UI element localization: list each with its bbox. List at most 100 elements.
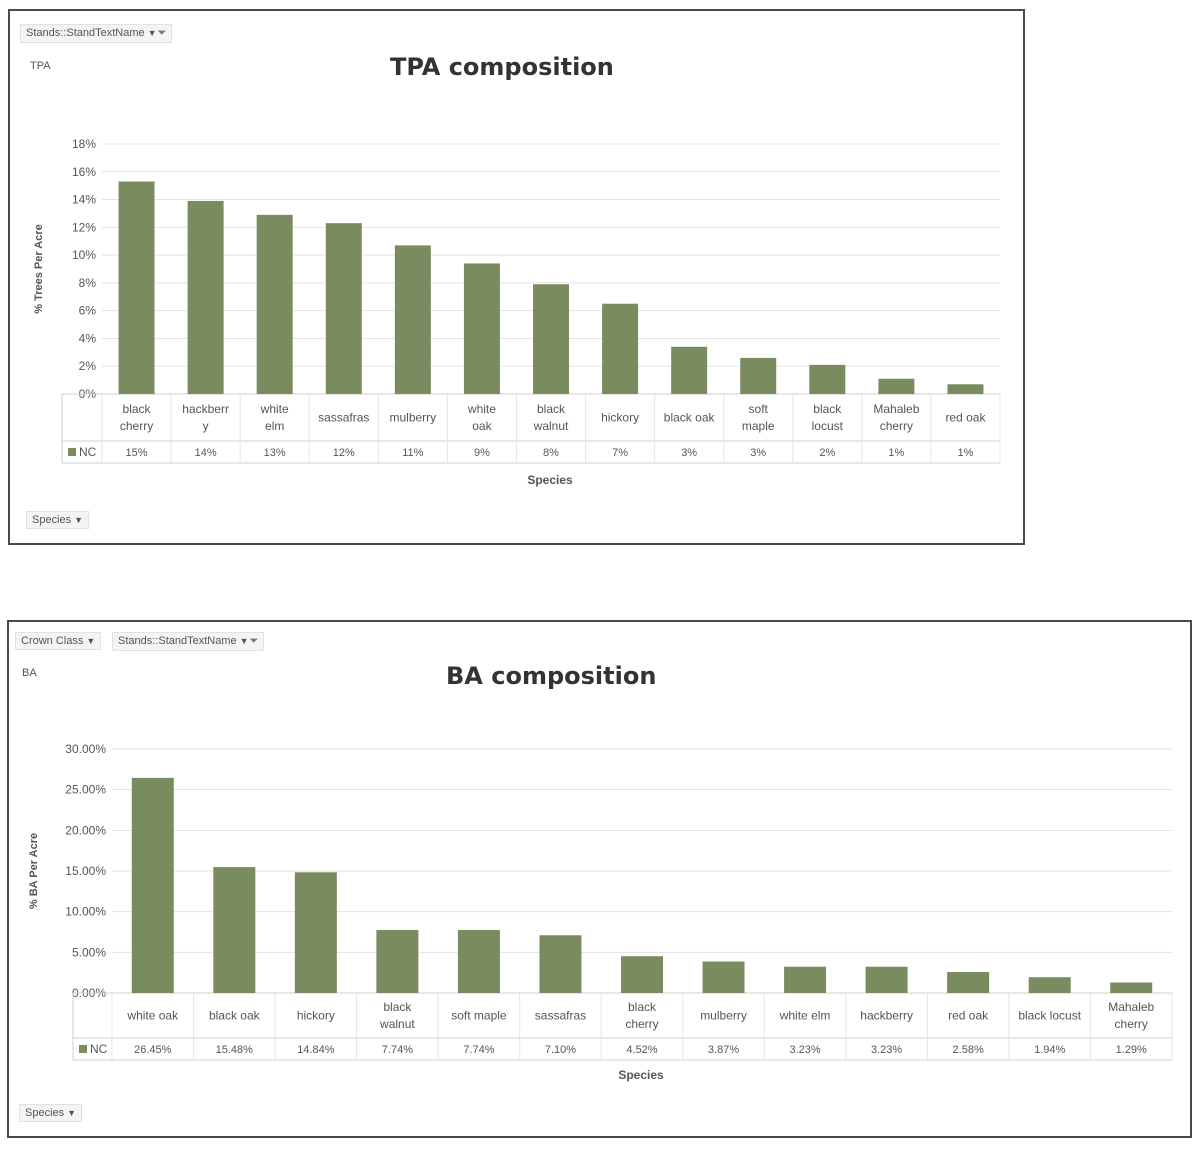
category-label: Mahaleb [1108,1000,1154,1014]
data-label: 2.58% [953,1044,984,1056]
category-label: hickory [297,1009,335,1023]
category-label: soft [749,402,769,416]
data-label: 1.29% [1116,1044,1147,1056]
data-label: 3% [681,447,697,459]
category-label: mulberry [390,411,437,425]
bar [671,346,708,394]
y-tick-label: 25.00% [65,783,106,797]
chart-title: BA composition [446,662,657,690]
category-label: black [813,402,842,416]
y-axis-title: % Trees Per Acre [33,224,45,313]
y-tick-label: 18% [72,137,96,151]
bar [256,214,293,394]
category-label: hackberr [182,402,229,416]
data-label: 13% [264,447,286,459]
category-label: cherry [120,419,153,433]
bar [740,357,777,394]
x-axis-title: Species [618,1068,664,1082]
bar [621,956,663,993]
dropdown-arrow-icon[interactable]: ▼ [147,28,157,38]
bar [213,867,256,993]
data-label: 12% [333,447,355,459]
bar [947,972,990,993]
crown-class-field-button[interactable]: Crown Class ▼ [15,632,102,650]
dropdown-arrow-icon[interactable]: ▼ [74,515,84,525]
y-tick-label: 12% [72,220,96,234]
category-label: black [628,1000,657,1014]
legend-label: NC [79,445,97,459]
y-tick-label: 14% [72,193,96,207]
category-label: hackberry [860,1009,913,1023]
category-label: sassafras [318,411,369,425]
data-label: 9% [474,447,490,459]
filter-icon[interactable]: ⏷ [249,635,259,647]
bar [1110,982,1153,993]
bar [118,181,155,394]
y-tick-label: 15.00% [65,864,106,878]
category-label: black oak [209,1009,261,1023]
category-label: walnut [533,419,569,433]
y-tick-label: 6% [79,304,97,318]
bar [809,364,846,394]
data-label: 3% [750,447,766,459]
category-label: oak [472,419,492,433]
category-label: white elm [779,1009,831,1023]
y-tick-label: 4% [79,331,97,345]
data-label: 4.52% [626,1044,657,1056]
bar [947,384,984,394]
species-axis-field-label: Species [25,1107,65,1119]
category-label: y [203,419,209,433]
data-label: 1% [958,447,974,459]
category-label: black [383,1000,412,1014]
data-label: 7.74% [382,1044,413,1056]
y-tick-label: 10.00% [65,905,106,919]
legend-swatch [68,448,76,456]
category-label: soft maple [451,1009,507,1023]
ba-chart-panel: Crown Class ▼ Stands::StandTextName ▼⏷ BA … [7,620,1192,1138]
data-label: 3.23% [789,1044,820,1056]
data-label: 14% [195,447,217,459]
dropdown-arrow-icon[interactable]: ▼ [67,1108,77,1118]
bar [325,223,362,394]
bar [878,378,915,394]
category-label: black [123,402,152,416]
species-axis-field-button[interactable]: Species ▼ [26,511,90,529]
data-label: 7.74% [463,1044,494,1056]
bar [294,872,337,993]
dropdown-arrow-icon[interactable]: ▼ [239,636,249,646]
data-label: 26.45% [134,1044,172,1056]
data-label: 1% [888,447,904,459]
category-label: locust [812,419,844,433]
category-label: Mahaleb [873,402,919,416]
x-axis-title: Species [527,473,573,487]
category-label: black oak [664,411,716,425]
data-label: 8% [543,447,559,459]
category-label: sassafras [535,1009,586,1023]
stand-name-field-button[interactable]: Stands::StandTextName ▼⏷ [112,632,265,651]
data-label: 11% [402,447,423,459]
measure-label: TPA [30,60,51,72]
bar [463,263,500,394]
species-axis-field-button[interactable]: Species ▼ [19,1104,83,1122]
dropdown-arrow-icon[interactable]: ▼ [86,636,96,646]
data-label: 14.84% [297,1044,335,1056]
category-label: white [260,402,289,416]
species-axis-field-label: Species [32,514,72,526]
filter-icon[interactable]: ⏷ [157,27,167,39]
tpa-bar-chart: 0%2%4%6%8%10%12%14%16%18%% Trees Per Acr… [33,137,1001,487]
stand-name-field-label: Stands::StandTextName [26,27,145,39]
data-label: 7% [612,447,628,459]
bar [187,200,224,394]
data-label: 15.48% [216,1044,254,1056]
y-tick-label: 30.00% [65,742,106,756]
category-label: red oak [945,411,986,425]
data-label: 3.23% [871,1044,902,1056]
y-tick-label: 8% [79,276,97,290]
stand-name-field-button[interactable]: Stands::StandTextName ▼⏷ [20,24,173,43]
category-label: white oak [126,1009,179,1023]
category-label: red oak [948,1009,989,1023]
legend-swatch [79,1045,87,1053]
bar [1028,977,1071,993]
bar [865,966,908,993]
y-tick-label: 2% [79,359,97,373]
